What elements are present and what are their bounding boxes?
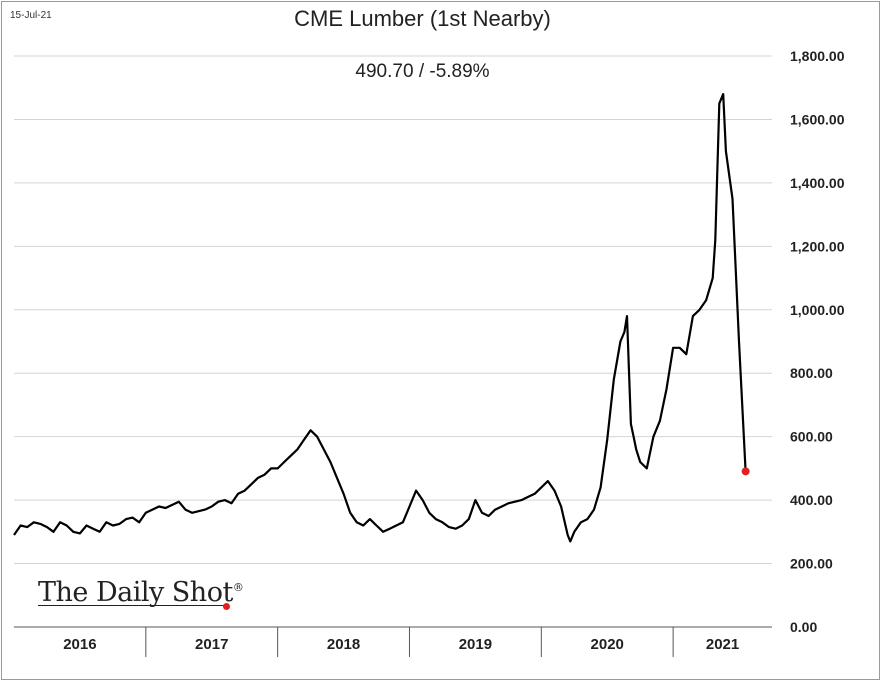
logo-red-dot — [223, 603, 230, 610]
logo-registered-mark: ® — [232, 581, 244, 594]
y-tick-label-6: 1,200.00 — [790, 238, 845, 254]
daily-shot-logo: The Daily Shot® — [38, 577, 244, 608]
y-tick-label-8: 1,600.00 — [790, 111, 845, 127]
y-tick-label-5: 1,000.00 — [790, 302, 845, 318]
date-stamp: 15-Jul-21 — [10, 10, 52, 21]
year-label-2016: 2016 — [63, 636, 96, 653]
y-tick-label-0: 0.00 — [790, 619, 817, 635]
y-tick-label-1: 200.00 — [790, 556, 833, 572]
y-tick-label-3: 600.00 — [790, 429, 833, 445]
price-line — [13, 93, 747, 543]
chart-subtitle: 490.70 / -5.89% — [355, 61, 490, 82]
year-label-2021: 2021 — [706, 636, 739, 653]
y-tick-label-7: 1,400.00 — [790, 175, 845, 191]
logo-underline — [38, 605, 226, 606]
logo-text: The Daily Shot — [38, 577, 233, 608]
y-tick-label-9: 1,800.00 — [790, 48, 845, 64]
year-label-2018: 2018 — [327, 636, 360, 653]
year-label-2020: 2020 — [591, 636, 624, 653]
chart-title: CME Lumber (1st Nearby) — [294, 6, 551, 31]
year-label-2017: 2017 — [195, 636, 228, 653]
y-tick-label-4: 800.00 — [790, 365, 833, 381]
year-label-2019: 2019 — [459, 636, 492, 653]
last-price-marker — [741, 467, 750, 476]
y-tick-label-2: 400.00 — [790, 492, 833, 508]
